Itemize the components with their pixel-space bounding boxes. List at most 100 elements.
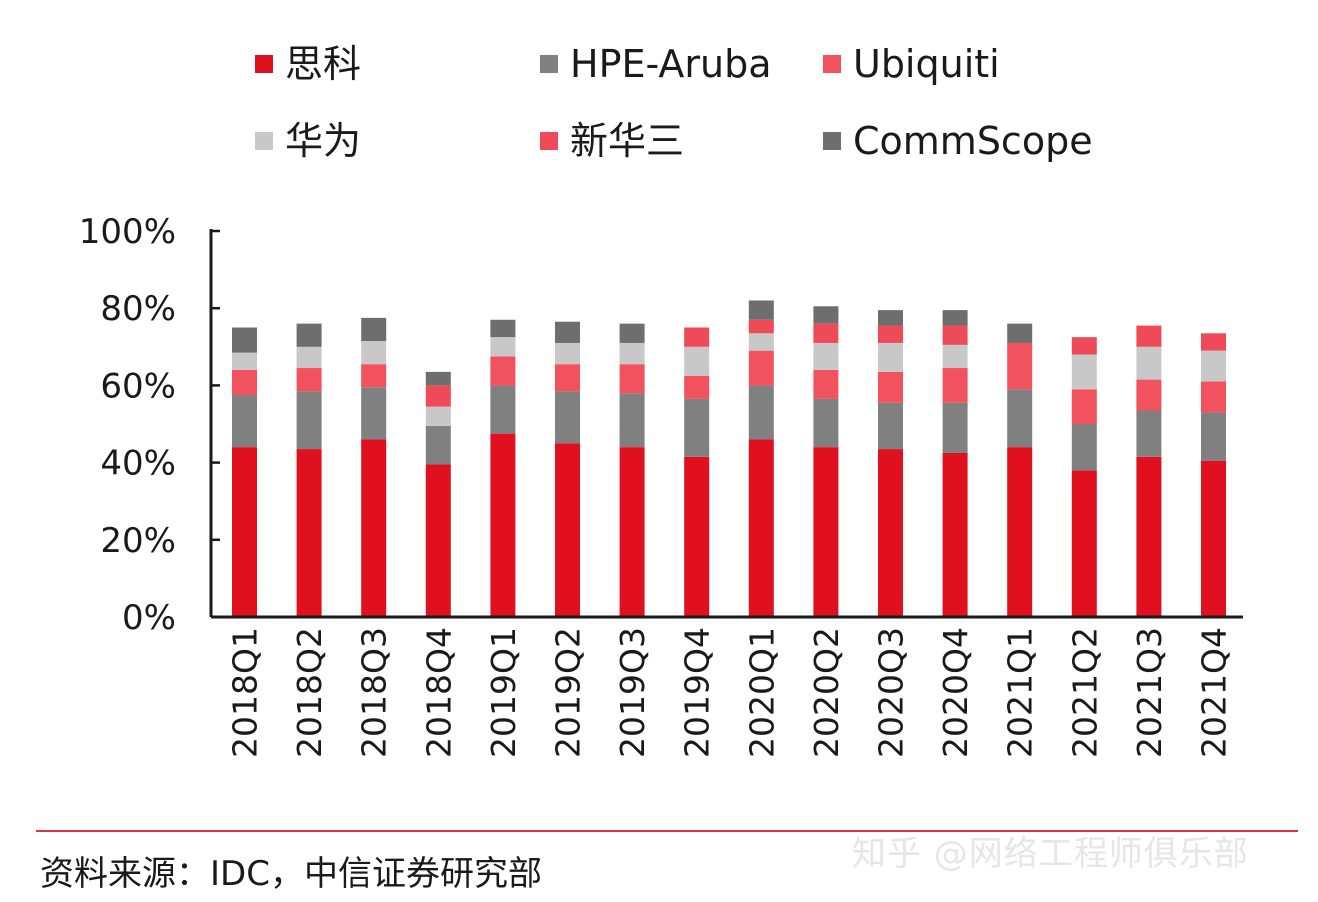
watermark: 知乎 @网络工程师俱乐部 [852, 826, 1249, 875]
bar-segment [361, 387, 386, 439]
x-tick-label: 2018Q4 [419, 627, 458, 758]
bar-segment [813, 343, 838, 370]
bar-segment [749, 300, 774, 319]
x-tick-label: 2021Q4 [1195, 627, 1234, 758]
bar-segment [232, 395, 257, 447]
bar-segment [684, 457, 709, 617]
chart: 思科 HPE-Aruba Ubiquiti华为 新华三 CommScope 0%20%4… [0, 0, 1318, 902]
bar-segment [1136, 410, 1161, 456]
bar-segment [1201, 333, 1226, 350]
bar-segment [1201, 461, 1226, 617]
bar-segment [297, 347, 322, 368]
bar-segment [555, 364, 580, 391]
bar-segment [620, 343, 645, 364]
bar-segment [1136, 457, 1161, 617]
x-tick-label: 2021Q3 [1130, 627, 1169, 758]
bar-segment [1072, 470, 1097, 617]
bar-segment [297, 368, 322, 391]
bar-segment [1007, 343, 1032, 389]
bar-segment [943, 310, 968, 325]
legend: 思科 HPE-Aruba Ubiquiti 华为 新华三 CommScope [255, 42, 1093, 163]
bar-segment [1201, 412, 1226, 460]
bar-segment [1007, 389, 1032, 447]
bar-segment [943, 453, 968, 617]
y-axis: 0% 20% 40% 60% 80% 100% [79, 212, 220, 638]
bar-segment [426, 426, 451, 465]
bar-segment [426, 385, 451, 406]
bar-segment [361, 341, 386, 364]
x-tick-label: 2019Q4 [678, 627, 717, 758]
bar-segment [426, 465, 451, 617]
legend-label-4: 新华三 [570, 119, 684, 163]
bar-segment [684, 399, 709, 457]
bar-segment [555, 443, 580, 617]
x-tick-label: 2021Q1 [1001, 627, 1040, 758]
x-tick-label: 2020Q1 [742, 627, 781, 758]
bar-segment [361, 318, 386, 341]
bar-segment [620, 364, 645, 393]
bar-segment [620, 393, 645, 447]
bar-segment [813, 399, 838, 447]
bar-segment [878, 310, 903, 325]
bar-segment [297, 324, 322, 347]
bar-segment [1136, 326, 1161, 347]
bar-segment [878, 326, 903, 343]
bar-segment [490, 434, 515, 617]
bar-segment [813, 324, 838, 343]
bar-segment [943, 345, 968, 368]
legend-swatch-1 [540, 55, 558, 73]
bar-segment [1007, 447, 1032, 617]
legend-label-1: HPE-Aruba [570, 42, 772, 86]
x-tick-label: 2019Q2 [549, 627, 588, 758]
bar-segment [620, 324, 645, 343]
x-tick-label: 2018Q1 [226, 627, 265, 758]
legend-swatch-5 [823, 132, 841, 150]
bar-segment [490, 385, 515, 433]
bar-segment [684, 328, 709, 347]
bar-segment [684, 347, 709, 376]
bar-segment [426, 407, 451, 426]
legend-label-3: 华为 [285, 119, 361, 163]
bar-segment [878, 372, 903, 403]
x-tick-label: 2020Q2 [807, 627, 846, 758]
y-tick-label: 80% [100, 289, 176, 329]
legend-swatch-4 [540, 132, 558, 150]
bar-segment [1136, 347, 1161, 380]
bar-segment [232, 328, 257, 353]
bar-segment [297, 391, 322, 449]
bar-segment [749, 439, 774, 617]
bar-segment [878, 449, 903, 617]
bar-segment [943, 403, 968, 453]
bar-segment [749, 333, 774, 350]
bar-segment [1136, 380, 1161, 411]
bar-segment [490, 320, 515, 337]
bar-segment [490, 356, 515, 385]
source-note: 资料来源：IDC，中信证券研究部 [40, 846, 542, 895]
bars [232, 300, 1226, 617]
bar-segment [297, 449, 322, 617]
bar-segment [1007, 324, 1032, 343]
y-tick-label: 60% [100, 366, 176, 406]
bar-segment [1201, 351, 1226, 382]
bar-segment [361, 439, 386, 617]
bar-segment [232, 370, 257, 395]
y-tick-label: 100% [79, 212, 176, 252]
bar-segment [1201, 382, 1226, 413]
bar-segment [749, 385, 774, 439]
y-tick-label: 20% [100, 521, 176, 561]
legend-label-0: 思科 [285, 42, 361, 86]
legend-label-2: Ubiquiti [853, 42, 1000, 86]
bar-segment [361, 364, 386, 387]
legend-label-5: CommScope [853, 119, 1093, 163]
y-tick-label: 40% [100, 444, 176, 484]
x-tick-label: 2020Q4 [936, 627, 975, 758]
bar-segment [555, 322, 580, 343]
bar-segment [555, 391, 580, 443]
bar-segment [232, 447, 257, 617]
x-tick-label: 2018Q2 [290, 627, 329, 758]
legend-swatch-2 [823, 55, 841, 73]
bar-segment [1072, 337, 1097, 354]
x-tick-label: 2021Q2 [1065, 627, 1104, 758]
x-tick-label: 2019Q1 [484, 627, 523, 758]
legend-swatch-3 [255, 132, 273, 150]
